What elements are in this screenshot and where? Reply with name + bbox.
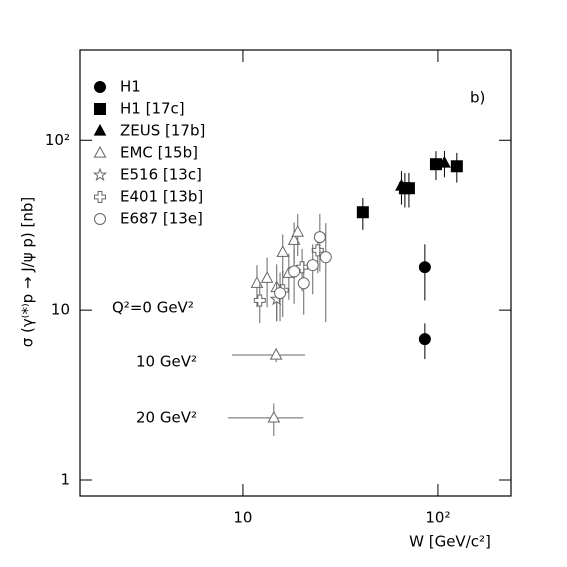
marker (276, 245, 290, 257)
legend-label: H1 (120, 78, 141, 96)
marker (356, 206, 369, 219)
legend-label: EMC [15b] (120, 144, 198, 162)
legend-marker (92, 167, 108, 182)
annotation: 20 GeV² (136, 409, 197, 427)
y-axis-label: σ (γ⁽*⁾p → J/ψ p) [nb] (19, 197, 37, 348)
marker (274, 287, 287, 300)
marker (253, 294, 266, 307)
plot-frame (79, 49, 512, 497)
annotation: Q²=0 GeV² (112, 299, 194, 317)
legend-marker (94, 213, 106, 225)
legend-marker (94, 103, 106, 115)
marker (418, 261, 431, 274)
marker (313, 231, 326, 244)
y-tick-label: 10² (45, 131, 70, 149)
marker (418, 333, 431, 346)
marker (319, 251, 332, 264)
legend-marker (93, 145, 107, 158)
x-axis-label: W [GeV/c²] (409, 533, 491, 551)
legend-label: ZEUS [17b] (120, 122, 205, 140)
marker (450, 160, 463, 173)
marker (288, 265, 301, 278)
marker (267, 410, 281, 423)
marker (306, 259, 319, 272)
marker (250, 276, 264, 288)
x-tick-label: 10 (233, 509, 252, 527)
legend-marker (93, 123, 107, 136)
marker (287, 233, 301, 245)
panel-title: b) (470, 89, 485, 107)
legend-label: H1 [17c] (120, 100, 185, 118)
legend-marker (94, 81, 106, 93)
legend-label: E687 [13e] (120, 210, 203, 228)
marker (297, 277, 310, 290)
y-tick-label: 1 (60, 470, 70, 488)
marker (260, 271, 274, 283)
marker (395, 178, 408, 191)
legend-label: E516 [13c] (120, 166, 202, 184)
legend-label: E401 [13b] (120, 188, 203, 206)
legend-marker (94, 191, 106, 203)
marker (438, 155, 451, 168)
marker (269, 347, 283, 360)
y-tick-label: 10 (51, 301, 70, 319)
marker (291, 225, 305, 237)
x-tick-label: 10² (425, 509, 450, 527)
marker (429, 158, 442, 171)
annotation: 10 GeV² (136, 353, 197, 371)
